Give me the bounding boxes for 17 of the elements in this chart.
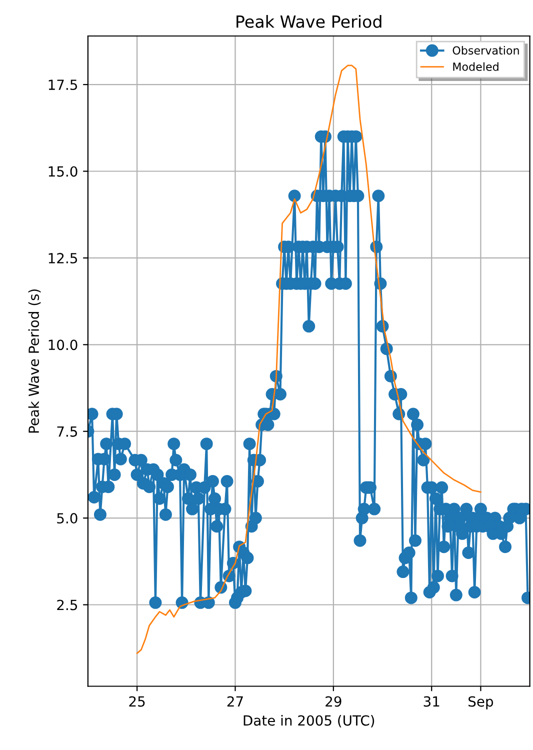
y-tick-label: 10.0 bbox=[48, 340, 78, 350]
x-axis-title: Date in 2005 (UTC) bbox=[244, 714, 374, 728]
y-tick-label: 12.5 bbox=[48, 252, 78, 264]
y-axis-title: Peak Wave Period (s) bbox=[28, 289, 41, 433]
chart-title: Peak Wave Period bbox=[236, 15, 382, 28]
x-tick-label: 27 bbox=[227, 696, 243, 707]
y-tick-label: 2.5 bbox=[57, 600, 78, 610]
x-tick-label: 25 bbox=[129, 696, 145, 707]
y-tick-label: 15.0 bbox=[48, 166, 78, 177]
y-tick-label: 5.0 bbox=[57, 513, 78, 524]
y-tick-label: 17.5 bbox=[48, 80, 78, 90]
x-tick-label: Sep bbox=[468, 696, 494, 710]
legend-label: Observation bbox=[452, 46, 519, 55]
x-tick-label: 29 bbox=[326, 696, 342, 707]
legend-label: Modeled bbox=[453, 62, 498, 71]
x-tick-label: 31 bbox=[424, 696, 440, 707]
y-tick-label: 7.5 bbox=[57, 426, 78, 437]
